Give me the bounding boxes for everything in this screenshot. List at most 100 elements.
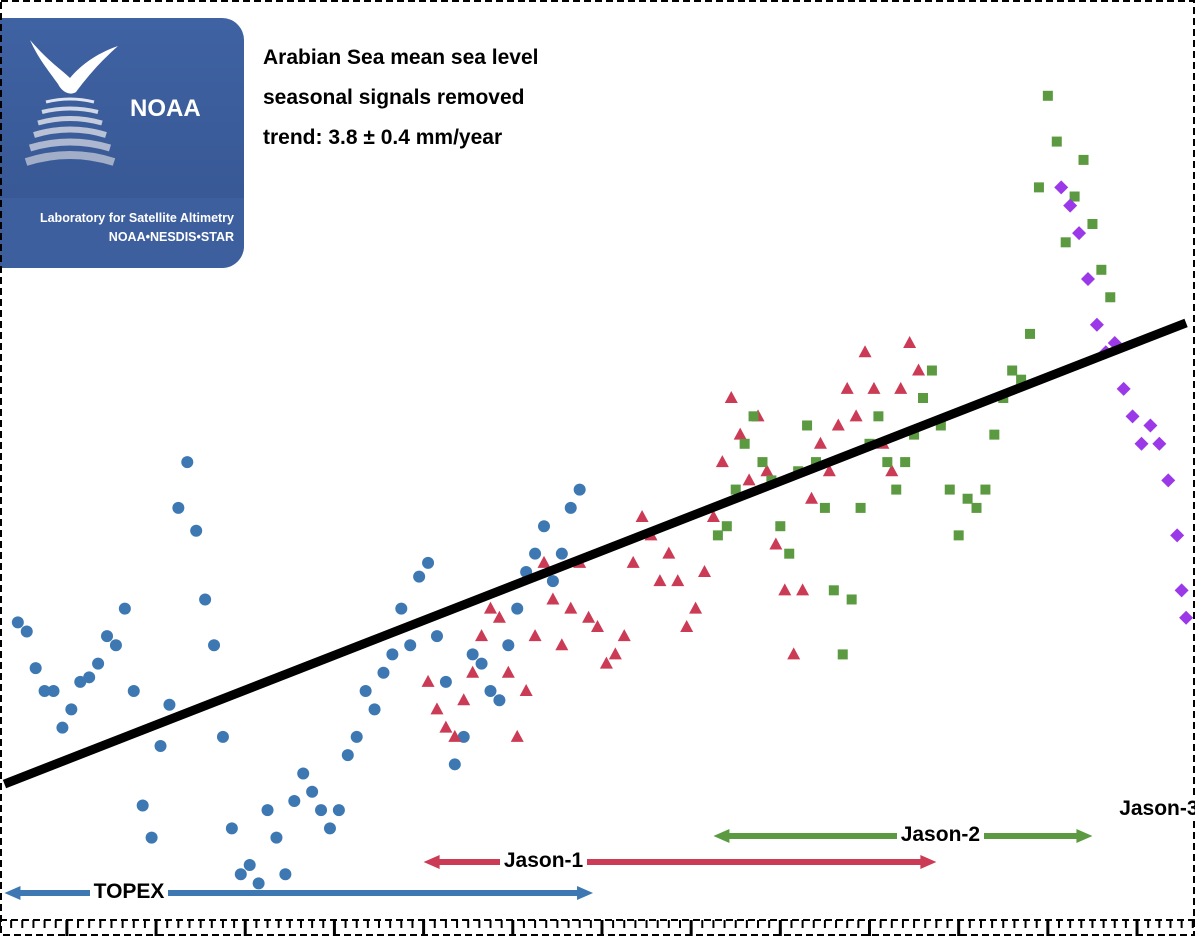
point-jason-1 <box>510 729 524 742</box>
point-jason-3 <box>1161 473 1176 488</box>
point-topex <box>109 639 122 652</box>
point-jason-2 <box>1078 154 1089 165</box>
point-jason-3 <box>1152 436 1167 451</box>
point-topex <box>341 749 354 762</box>
point-jason-1 <box>831 418 845 431</box>
point-jason-2 <box>891 484 902 495</box>
point-jason-2 <box>1016 374 1027 385</box>
point-jason-2 <box>855 502 866 513</box>
point-jason-1 <box>457 693 471 706</box>
point-jason-2 <box>1105 292 1116 303</box>
point-jason-1 <box>867 381 881 394</box>
point-jason-3 <box>1054 180 1069 195</box>
point-topex <box>297 767 310 780</box>
point-jason-2 <box>828 585 839 596</box>
data-points <box>11 90 1194 890</box>
point-jason-1 <box>742 473 756 486</box>
point-topex <box>20 625 33 638</box>
point-jason-1 <box>885 464 899 477</box>
point-jason-2 <box>944 484 955 495</box>
point-topex <box>502 639 515 652</box>
point-topex <box>199 593 212 606</box>
point-jason-3 <box>1179 610 1194 625</box>
point-jason-3 <box>1174 583 1189 598</box>
point-jason-1 <box>599 656 613 669</box>
point-jason-2 <box>926 365 937 376</box>
point-jason-1 <box>483 601 497 614</box>
point-topex <box>430 630 443 643</box>
point-topex <box>145 831 158 844</box>
point-jason-1 <box>724 391 738 403</box>
point-jason-1 <box>519 684 533 697</box>
point-topex <box>74 675 87 688</box>
point-topex <box>65 703 78 716</box>
point-topex <box>422 556 435 569</box>
point-jason-3 <box>1134 436 1149 451</box>
mission-label-topex: TOPEX <box>89 880 169 904</box>
noaa-logo: NOAA Laboratory for Satellite Altimetry … <box>0 18 244 268</box>
point-topex <box>56 721 69 734</box>
point-jason-3 <box>1072 226 1087 241</box>
point-jason-1 <box>715 455 729 468</box>
point-topex <box>127 685 140 698</box>
point-jason-1 <box>582 610 596 623</box>
point-jason-1 <box>787 647 801 660</box>
point-topex <box>216 730 229 743</box>
point-topex <box>172 501 185 514</box>
mission-bar-topex <box>4 886 594 900</box>
point-topex <box>323 822 336 835</box>
point-jason-1 <box>421 674 435 687</box>
point-jason-1 <box>733 427 747 440</box>
point-topex <box>475 657 488 670</box>
point-topex <box>332 804 345 817</box>
point-jason-2 <box>1033 182 1044 193</box>
point-jason-1 <box>439 720 453 733</box>
point-jason-1 <box>840 381 854 394</box>
point-jason-1 <box>501 665 515 678</box>
point-topex <box>92 657 105 670</box>
point-jason-1 <box>608 647 622 660</box>
point-jason-1 <box>617 629 631 642</box>
point-topex <box>261 804 274 817</box>
point-jason-1 <box>528 629 542 642</box>
point-topex <box>234 868 247 881</box>
point-topex <box>208 639 221 652</box>
point-jason-1 <box>537 555 551 568</box>
point-topex <box>359 685 372 698</box>
point-topex <box>225 822 238 835</box>
point-jason-1 <box>626 555 640 568</box>
point-topex <box>537 520 550 533</box>
point-topex <box>154 740 167 752</box>
mission-label-jason-2: Jason-2 <box>896 823 985 847</box>
point-jason-1 <box>546 592 560 605</box>
point-jason-3 <box>1143 418 1158 433</box>
point-topex <box>11 616 24 629</box>
point-topex <box>83 671 96 684</box>
point-jason-2 <box>1096 264 1107 275</box>
point-jason-3 <box>1170 528 1185 543</box>
point-topex <box>457 730 470 743</box>
point-jason-3 <box>1063 198 1078 213</box>
point-jason-1 <box>912 363 926 376</box>
point-jason-3 <box>1116 381 1131 396</box>
point-jason-3 <box>1125 409 1140 424</box>
point-jason-3 <box>1089 317 1104 332</box>
mission-bar-jason-1 <box>423 855 937 869</box>
point-topex <box>386 648 399 661</box>
point-jason-2 <box>918 393 929 403</box>
point-jason-2 <box>739 438 750 449</box>
point-jason-2 <box>775 521 786 532</box>
point-jason-1 <box>706 510 720 523</box>
point-topex <box>448 758 461 771</box>
trend-label: trend: 3.8 ± 0.4 mm/year <box>263 126 503 149</box>
point-jason-1 <box>448 729 462 742</box>
point-jason-2 <box>784 548 795 559</box>
point-topex <box>466 648 479 661</box>
point-jason-2 <box>748 411 759 422</box>
point-topex <box>484 685 497 698</box>
point-jason-1 <box>858 345 872 358</box>
point-jason-1 <box>698 565 712 577</box>
logo-lab-box: Laboratory for Satellite Altimetry NOAA•… <box>0 198 244 268</box>
